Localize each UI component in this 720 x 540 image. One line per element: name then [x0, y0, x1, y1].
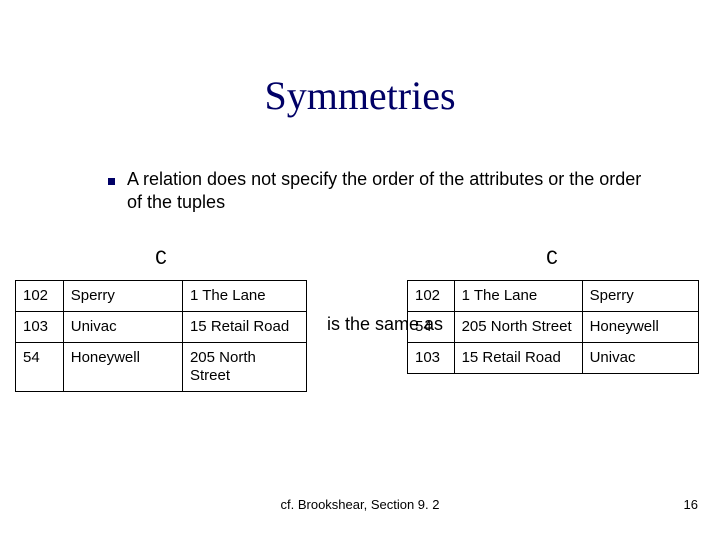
- cell: 205 North Street: [182, 343, 306, 392]
- cell: 103: [408, 343, 455, 374]
- cell: 15 Retail Road: [182, 312, 306, 343]
- cell: 102: [408, 281, 455, 312]
- relation-table-left: 102 Sperry 1 The Lane 103 Univac 15 Reta…: [15, 280, 307, 392]
- cell: Sperry: [582, 281, 698, 312]
- cell: Sperry: [63, 281, 182, 312]
- cell: Honeywell: [63, 343, 182, 392]
- relation-table-right: 102 1 The Lane Sperry 54 205 North Stree…: [407, 280, 699, 374]
- cell: Honeywell: [582, 312, 698, 343]
- slide-title: Symmetries: [0, 0, 720, 119]
- table-row: 103 15 Retail Road Univac: [408, 343, 699, 374]
- cell: 15 Retail Road: [454, 343, 582, 374]
- slide-body-text: A relation does not specify the order of…: [127, 168, 657, 213]
- cell: 1 The Lane: [454, 281, 582, 312]
- table-row: 103 Univac 15 Retail Road: [16, 312, 307, 343]
- cell: 103: [16, 312, 64, 343]
- footer-page-number: 16: [684, 497, 698, 512]
- cell: Univac: [63, 312, 182, 343]
- cell: Univac: [582, 343, 698, 374]
- bullet-square-icon: [108, 178, 115, 185]
- table-row: 102 1 The Lane Sperry: [408, 281, 699, 312]
- cell: 1 The Lane: [182, 281, 306, 312]
- table-row: 54 Honeywell 205 North Street: [16, 343, 307, 392]
- relation-label-right: C: [546, 248, 558, 271]
- table-row: 54 205 North Street Honeywell: [408, 312, 699, 343]
- cell: 102: [16, 281, 64, 312]
- table-row: 102 Sperry 1 The Lane: [16, 281, 307, 312]
- footer-citation: cf. Brookshear, Section 9. 2: [0, 497, 720, 512]
- cell: 54: [16, 343, 64, 392]
- cell: 54: [408, 312, 455, 343]
- relation-label-left: C: [155, 248, 167, 271]
- cell: 205 North Street: [454, 312, 582, 343]
